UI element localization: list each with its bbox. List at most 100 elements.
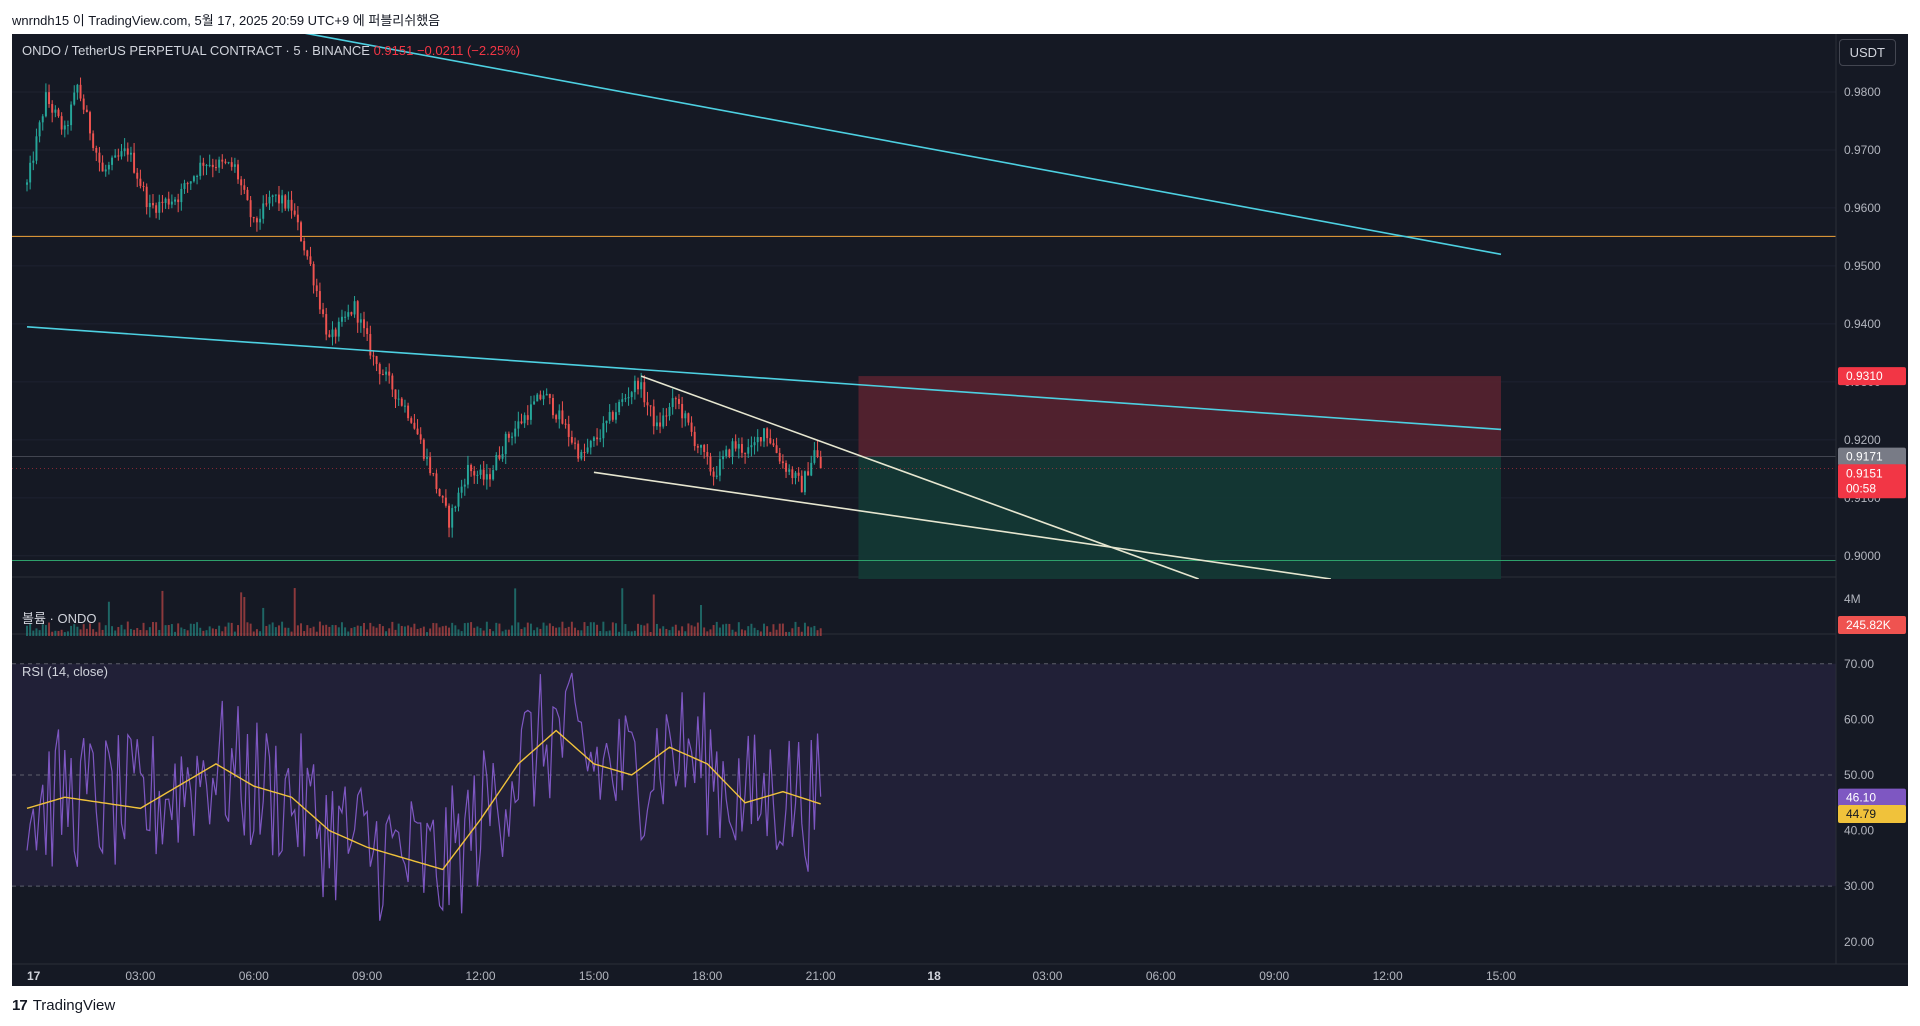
volume-bar: [129, 628, 132, 636]
candle-body: [690, 422, 693, 432]
volume-bar: [92, 629, 95, 636]
volume-bar: [259, 631, 262, 636]
volume-bar: [473, 627, 476, 636]
volume-bar: [662, 626, 665, 636]
rsi-line: [26, 672, 822, 921]
candle-body: [155, 205, 158, 213]
volume-bar: [325, 624, 328, 636]
volume-pane-label: 볼륨 · ONDO: [22, 611, 97, 626]
time-tick-label: 15:00: [1486, 969, 1516, 983]
candle-body: [372, 355, 375, 357]
volume-bar: [624, 624, 627, 636]
candle-body: [696, 446, 699, 448]
price-tick-label: 0.9200: [1844, 433, 1881, 447]
volume-bar: [633, 630, 636, 636]
candle-body: [791, 469, 794, 479]
time-tick-label: 06:00: [239, 969, 269, 983]
volume-bar: [422, 626, 425, 636]
candle-body: [640, 382, 643, 390]
volume-bar: [170, 624, 173, 636]
candle-body: [492, 470, 495, 480]
volume-bar: [312, 626, 315, 636]
volume-bar: [570, 621, 573, 636]
volume-bar: [665, 628, 668, 636]
currency-unit-button[interactable]: USDT: [1838, 39, 1896, 66]
candle-body: [177, 199, 180, 203]
volume-bar: [438, 627, 441, 636]
symbol-legend[interactable]: ONDO / TetherUS PERPETUAL CONTRACT · 5 ·…: [22, 43, 520, 58]
candle-body: [337, 321, 340, 337]
volume-bar: [614, 623, 617, 636]
volume-bar: [29, 623, 32, 636]
volume-bar: [296, 625, 299, 636]
candle-body: [347, 312, 350, 317]
candle-body: [95, 147, 98, 153]
candle-body: [35, 136, 38, 161]
candle-body: [413, 422, 416, 429]
candle-body: [700, 445, 702, 448]
volume-bar: [41, 624, 44, 636]
candle-body: [152, 203, 154, 206]
volume-bar: [655, 623, 658, 636]
candle-body: [252, 217, 255, 219]
stop-loss-zone: [858, 376, 1501, 457]
candle-body: [161, 201, 164, 203]
volume-bar: [180, 627, 183, 636]
volume-bar: [448, 627, 451, 636]
volume-bar: [44, 625, 47, 636]
volume-bar: [492, 631, 495, 636]
candle-body: [778, 452, 781, 462]
volume-bar: [816, 630, 819, 636]
candle-body: [180, 188, 183, 203]
candle-body: [82, 98, 85, 110]
candle-body: [309, 256, 312, 265]
candle-body: [139, 178, 142, 186]
chart-frame[interactable]: 0.90000.91000.92000.93000.94000.95000.96…: [12, 34, 1908, 986]
volume-bar: [243, 597, 246, 636]
candle-body: [722, 456, 725, 460]
volume-bar: [413, 623, 416, 636]
candle-body: [391, 375, 394, 390]
price-axis-background: [1836, 34, 1908, 986]
volume-bar: [696, 622, 699, 636]
candle-body: [681, 403, 684, 419]
candle-body: [318, 291, 321, 310]
candle-body: [533, 401, 536, 405]
volume-bar: [589, 622, 592, 636]
candle-body: [284, 195, 287, 209]
price-tick-label: 0.9400: [1844, 317, 1881, 331]
candle-body: [133, 152, 136, 173]
candle-body: [794, 472, 797, 479]
volume-bar: [558, 627, 561, 636]
volume-bar: [561, 621, 564, 636]
tradingview-logo[interactable]: 17 TradingView: [12, 997, 115, 1014]
volume-bar: [763, 623, 765, 636]
trendline: [593, 471, 1332, 579]
volume-bar: [337, 627, 340, 636]
volume-bar: [640, 624, 643, 636]
candle-body: [148, 203, 151, 208]
volume-bar: [403, 626, 406, 636]
candle-body: [73, 92, 76, 105]
candle-body: [123, 148, 126, 152]
candle-body: [504, 433, 507, 455]
candle-body: [602, 423, 605, 439]
volume-bar: [363, 622, 365, 636]
candlestick-chart[interactable]: 0.90000.91000.92000.93000.94000.95000.96…: [12, 34, 1908, 986]
time-tick-label: 12:00: [466, 969, 496, 983]
candle-body: [277, 194, 280, 204]
price-tick-label: 0.9600: [1844, 201, 1881, 215]
candle-body: [66, 125, 69, 127]
volume-bar: [89, 623, 91, 636]
volume-bar: [35, 628, 38, 636]
candle-body: [668, 407, 671, 417]
volume-bar: [76, 626, 79, 636]
candle-body: [785, 463, 788, 472]
candle-body: [608, 412, 611, 421]
volume-bar: [385, 631, 388, 636]
volume-bar: [262, 607, 265, 636]
volume-bar: [523, 627, 526, 636]
volume-bar: [164, 625, 167, 636]
volume-bar: [750, 623, 753, 636]
candle-body: [473, 471, 476, 476]
